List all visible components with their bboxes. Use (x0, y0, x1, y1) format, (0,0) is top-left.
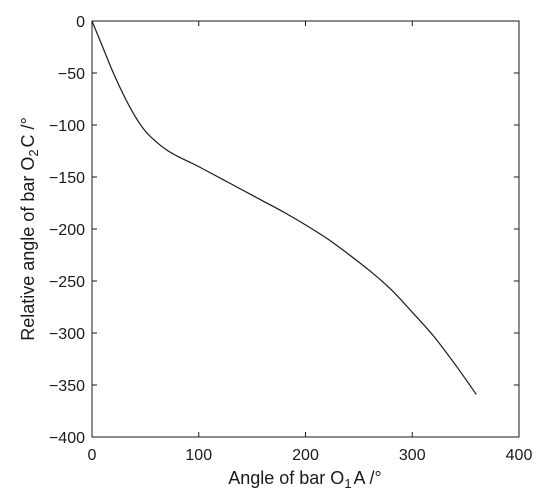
plot-area (91, 20, 520, 438)
y-tick-label: −350 (49, 378, 85, 395)
x-tick-label: 300 (399, 447, 426, 464)
x-tick-labels: 0 100 200 300 400 (88, 447, 533, 464)
y-tick-label: −250 (49, 274, 85, 291)
x-tick-label: 100 (185, 447, 212, 464)
x-tick-label: 200 (292, 447, 319, 464)
x-axis-label: Angle of bar O1 A /° (228, 468, 382, 491)
y-tick-label: −400 (49, 430, 85, 447)
series-line (91, 20, 477, 395)
y-tick-label: −150 (49, 170, 85, 187)
y-tick-label: −50 (58, 66, 85, 83)
y-tick-labels: 0 −50 −100 −150 −200 −250 −300 −350 −400 (49, 14, 85, 447)
y-tick-label: −200 (49, 222, 85, 239)
axis-ticks (91, 20, 520, 438)
y-axis-label: Relative angle of bar O2C /° (18, 117, 41, 341)
y-tick-label: −300 (49, 326, 85, 343)
y-tick-label: 0 (76, 14, 85, 31)
x-tick-label: 400 (506, 447, 533, 464)
x-tick-label: 0 (88, 447, 97, 464)
y-tick-label: −100 (49, 118, 85, 135)
